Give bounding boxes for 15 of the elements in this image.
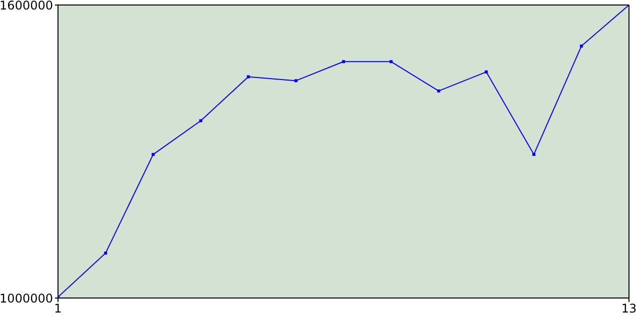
point <box>437 89 440 92</box>
point <box>199 119 202 122</box>
y-tick-label: 1000000 <box>0 291 53 306</box>
point <box>342 60 345 64</box>
point <box>104 252 108 255</box>
x-tick-label: 13 <box>621 302 637 316</box>
x-tick-label: 1 <box>54 302 62 316</box>
y-tick-label: 1600000 <box>0 0 53 12</box>
point <box>390 60 393 64</box>
point <box>246 75 250 78</box>
point <box>532 152 536 156</box>
point <box>484 70 488 74</box>
point <box>580 44 583 48</box>
point <box>152 152 155 156</box>
point <box>294 79 298 82</box>
